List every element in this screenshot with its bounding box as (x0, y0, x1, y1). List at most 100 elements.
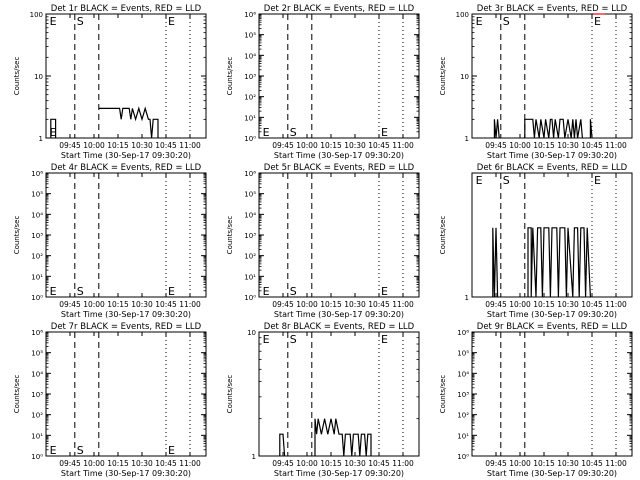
marker-s: S (503, 15, 510, 28)
panel-title: Det 8r BLACK = Events, RED = LLD (264, 322, 415, 332)
x-tick-label: 10:00 (83, 300, 105, 309)
y-tick-label: 10³ (244, 232, 256, 240)
x-tick-label: 10:00 (509, 141, 531, 150)
y-tick-label: 10⁰ (244, 294, 256, 302)
x-tick-label: 10:30 (557, 459, 579, 468)
x-axis-label: Start Time (30-Sep-17 09:30:20) (487, 469, 617, 478)
x-tick-label: 11:00 (605, 300, 627, 309)
y-tick-label: 10⁴ (457, 370, 469, 378)
x-tick-label: 10:00 (83, 459, 105, 468)
y-axis-label: Counts/sec (439, 375, 447, 414)
x-tick-label: 11:00 (179, 300, 201, 309)
x-tick-label: 10:30 (131, 141, 153, 150)
marker-s: S (290, 126, 297, 139)
y-tick-label: 10⁰ (457, 453, 469, 461)
x-axis-label: Start Time (30-Sep-17 09:30:20) (61, 310, 191, 319)
x-tick-label: 10:45 (368, 141, 390, 150)
y-axis-label: Counts/sec (226, 375, 234, 414)
series-line (314, 418, 372, 457)
y-tick-label: 10⁵ (244, 32, 256, 40)
marker-e: E (381, 285, 388, 298)
y-tick-label: 10¹ (31, 432, 43, 440)
x-tick-label: 11:00 (179, 459, 201, 468)
x-tick-label: 10:30 (344, 300, 366, 309)
x-tick-label: 09:45 (272, 459, 294, 468)
y-tick-label: 10⁴ (31, 370, 43, 378)
x-tick-label: 11:00 (605, 459, 627, 468)
x-tick-label: 10:15 (107, 459, 129, 468)
y-tick-label: 10⁵ (31, 350, 43, 358)
y-tick-label: 10² (31, 412, 43, 420)
y-tick-label: 10⁵ (31, 191, 43, 199)
x-tick-label: 10:00 (296, 141, 318, 150)
x-tick-label: 10:45 (581, 141, 603, 150)
y-axis-label: Counts/sec (226, 216, 234, 255)
x-tick-label: 10:15 (320, 141, 342, 150)
plot-frame (45, 331, 207, 457)
panel-title: Det 9r BLACK = Events, RED = LLD (477, 322, 628, 332)
y-tick-label: 10⁶ (31, 329, 43, 337)
x-tick-label: 10:15 (107, 300, 129, 309)
plot-frame (45, 13, 207, 139)
y-tick-label: 10¹ (31, 273, 43, 281)
x-axis-label: Start Time (30-Sep-17 09:30:20) (274, 151, 404, 160)
panel-det-5: Det 5r BLACK = Events, RED = LLD Counts/s… (226, 163, 420, 319)
panel-title: Det 1r BLACK = Events, RED = LLD (51, 4, 202, 14)
marker-e: E (476, 15, 483, 28)
x-tick-label: 09:45 (485, 459, 507, 468)
marker-s: S (290, 333, 297, 346)
panel-det-2: Det 2r BLACK = Events, RED = LLD Counts/s… (226, 4, 420, 160)
x-tick-label: 10:00 (296, 459, 318, 468)
y-tick-label: 10⁶ (244, 170, 256, 178)
x-tick-label: 10:15 (320, 459, 342, 468)
x-tick-label: 10:15 (320, 300, 342, 309)
panel-det-1: Det 1r BLACK = Events, RED = LLD Counts/s… (13, 4, 207, 160)
y-tick-label: 1 (465, 135, 469, 143)
plot-frame (258, 13, 420, 139)
y-tick-label: 10⁰ (31, 294, 43, 302)
marker-s: S (77, 285, 84, 298)
y-tick-label: 10⁴ (244, 52, 256, 60)
x-tick-label: 11:00 (605, 141, 627, 150)
plot-frame (471, 172, 633, 298)
x-tick-label: 10:30 (557, 141, 579, 150)
y-tick-label: 1 (465, 294, 469, 302)
marker-s: S (77, 15, 84, 28)
x-tick-label: 10:30 (131, 300, 153, 309)
y-tick-label: 1 (39, 135, 43, 143)
y-axis-label: Counts/sec (439, 216, 447, 255)
y-tick-label: 1 (252, 453, 256, 461)
y-tick-label: 10² (457, 412, 469, 420)
y-tick-label: 10² (244, 253, 256, 261)
x-tick-label: 10:00 (509, 300, 531, 309)
panel-title: Det 6r BLACK = Events, RED = LLD (477, 163, 628, 173)
marker-s: S (503, 174, 510, 187)
panel-det-3: Det 3r BLACK = Events, RED = LLD Counts/s… (439, 4, 633, 160)
panel-title: Det 7r BLACK = Events, RED = LLD (51, 322, 202, 332)
y-tick-label: 10⁴ (31, 211, 43, 219)
y-tick-label: 10⁵ (457, 350, 469, 358)
x-axis-label: Start Time (30-Sep-17 09:30:20) (487, 310, 617, 319)
y-tick-label: 10⁶ (244, 11, 256, 19)
series-line (493, 119, 500, 139)
panel-title: Det 5r BLACK = Events, RED = LLD (264, 163, 415, 173)
marker-e: E (168, 15, 175, 28)
x-tick-label: 09:45 (272, 141, 294, 150)
x-tick-label: 10:30 (131, 459, 153, 468)
marker-e: E (263, 126, 270, 139)
marker-e: E (476, 174, 483, 187)
x-tick-label: 10:45 (155, 459, 177, 468)
panel-det-7: Det 7r BLACK = Events, RED = LLD Counts/s… (13, 322, 207, 478)
series-line (524, 118, 583, 139)
y-tick-label: 10³ (31, 232, 43, 240)
y-axis-label: Counts/sec (13, 57, 21, 96)
x-tick-label: 11:00 (392, 141, 414, 150)
marker-e: E (168, 285, 175, 298)
x-tick-label: 10:15 (533, 459, 555, 468)
marker-s: S (290, 285, 297, 298)
x-tick-label: 10:45 (368, 300, 390, 309)
x-tick-label: 11:00 (392, 459, 414, 468)
y-tick-label: 10² (244, 94, 256, 102)
y-tick-label: 10⁴ (244, 211, 256, 219)
